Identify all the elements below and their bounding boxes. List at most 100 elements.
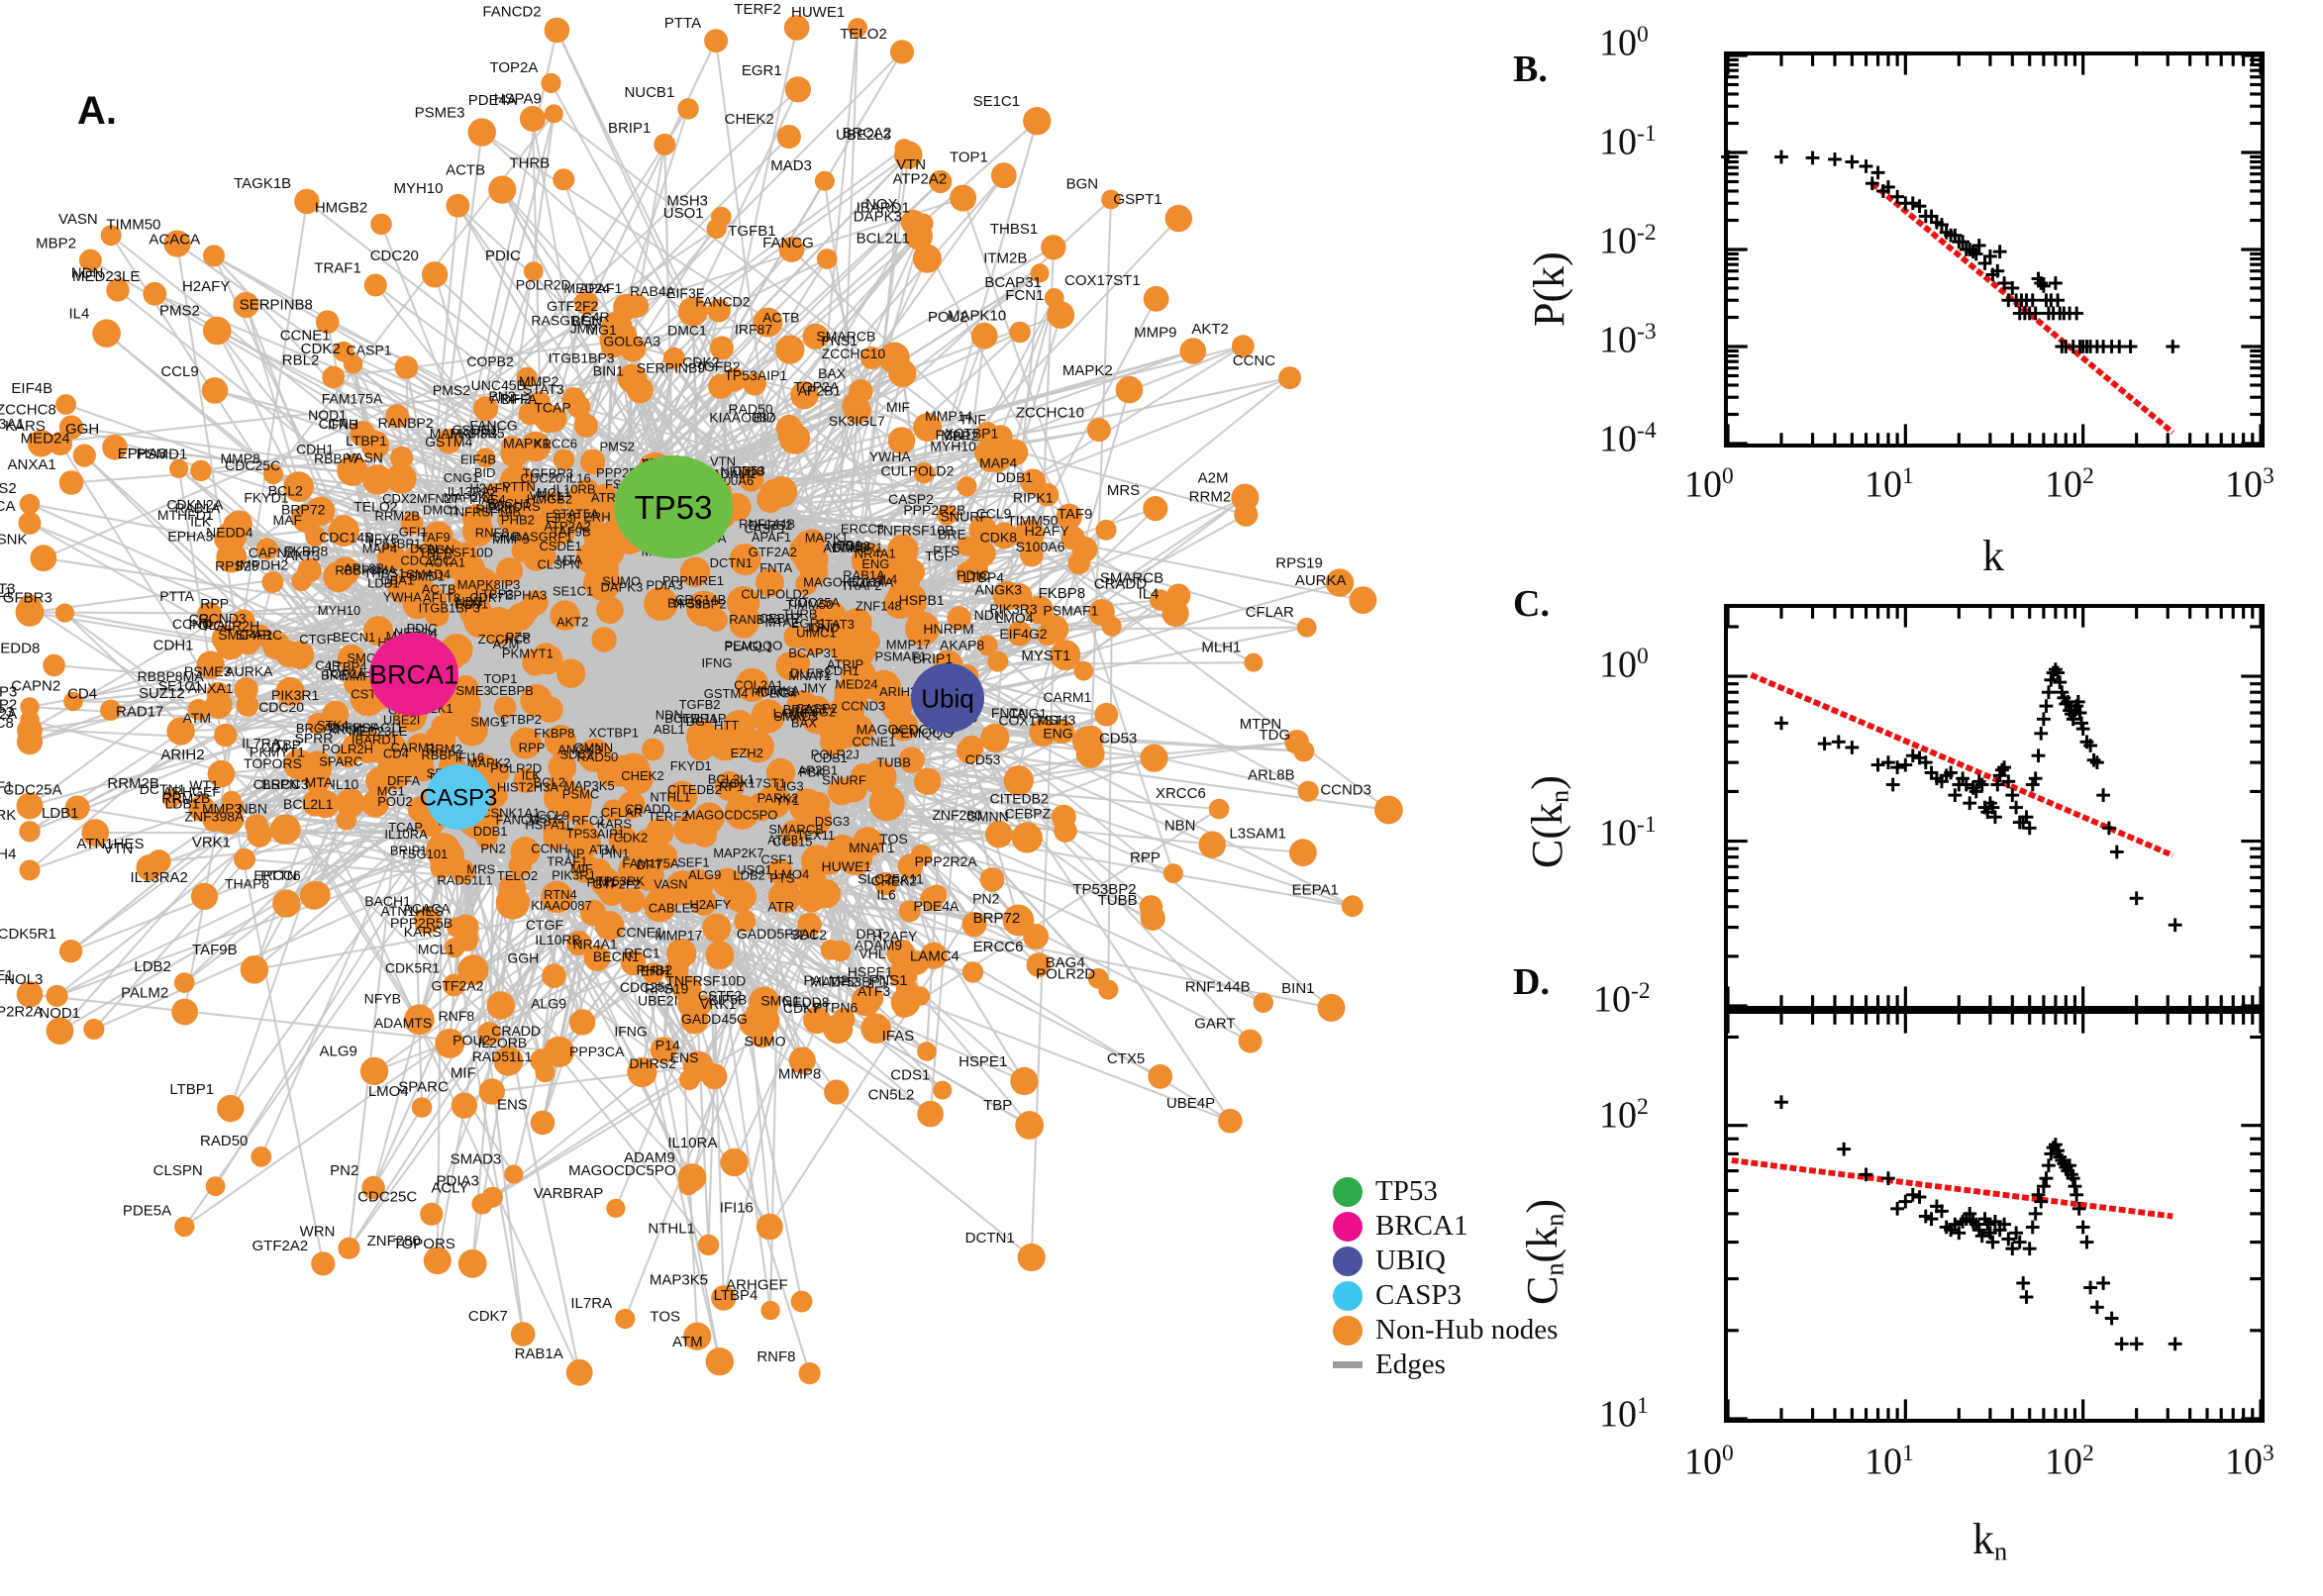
network-node[interactable] [795,572,818,596]
network-node[interactable] [597,759,625,787]
network-node[interactable] [544,17,570,44]
network-node[interactable] [929,169,953,194]
network-node[interactable] [1029,719,1057,747]
network-node[interactable] [573,498,606,531]
network-node[interactable] [524,517,552,545]
network-node[interactable] [19,493,41,515]
network-node[interactable] [510,1322,536,1347]
network-node[interactable] [541,72,561,93]
network-node[interactable] [420,1202,444,1226]
network-node[interactable] [16,792,44,820]
network-node[interactable] [1162,863,1183,884]
network-node[interactable] [739,466,764,492]
network-node[interactable] [708,373,734,399]
network-node[interactable] [337,645,365,673]
network-node[interactable] [363,616,393,647]
network-node[interactable] [92,319,121,349]
network-node[interactable] [729,544,761,576]
network-node[interactable] [1317,993,1346,1022]
network-node[interactable] [798,1362,821,1385]
network-node[interactable] [816,249,838,269]
network-node[interactable] [519,106,546,132]
network-node[interactable] [336,810,356,831]
network-node[interactable] [72,444,96,467]
network-node[interactable] [162,788,182,809]
network-node[interactable] [905,950,930,975]
network-node[interactable] [598,880,625,906]
network-node[interactable] [136,854,162,881]
network-node[interactable] [968,515,997,545]
network-node[interactable] [947,606,971,631]
network-node[interactable] [760,1300,780,1321]
network-node[interactable] [423,1247,452,1275]
network-node[interactable] [790,1290,813,1313]
network-node[interactable] [1095,519,1117,541]
network-node[interactable] [1020,543,1044,567]
network-node[interactable] [544,725,577,757]
network-node[interactable] [644,586,678,621]
network-node[interactable] [626,376,654,404]
network-node[interactable] [572,820,596,844]
network-node[interactable] [898,900,921,923]
network-node[interactable] [701,1063,728,1090]
network-node[interactable] [202,809,225,833]
network-node[interactable] [394,355,419,379]
network-node[interactable] [493,696,517,719]
network-node[interactable] [283,471,314,502]
network-node[interactable] [889,40,915,64]
network-node[interactable] [361,1175,385,1200]
network-node[interactable] [473,396,499,422]
network-node[interactable] [654,133,676,155]
network-node[interactable] [824,1079,850,1105]
network-node[interactable] [756,568,784,597]
network-node[interactable] [714,771,745,801]
network-node[interactable] [516,599,540,623]
network-node[interactable] [1115,375,1144,404]
network-node[interactable] [1088,599,1115,626]
network-node[interactable] [801,628,829,655]
network-node[interactable] [711,206,732,228]
network-node[interactable] [985,820,1013,848]
network-node[interactable] [712,867,743,898]
network-node[interactable] [205,1176,226,1196]
network-node[interactable] [632,858,664,891]
network-node[interactable] [81,819,110,847]
network-node[interactable] [100,699,122,721]
network-node[interactable] [785,690,820,724]
network-node[interactable] [666,938,697,969]
network-node[interactable] [203,245,225,267]
network-node[interactable] [294,188,320,215]
network-node[interactable] [337,454,368,486]
network-node[interactable] [990,522,1018,549]
network-node[interactable] [579,899,607,927]
network-node[interactable] [19,821,41,843]
network-node[interactable] [685,590,722,627]
network-node[interactable] [495,885,531,920]
network-node[interactable] [697,1234,720,1256]
network-node[interactable] [780,820,807,847]
network-node[interactable] [556,658,586,688]
network-node[interactable] [704,29,729,53]
network-node[interactable] [753,307,783,338]
network-node[interactable] [913,413,943,442]
network-node[interactable] [1231,483,1260,512]
network-node[interactable] [380,733,406,757]
network-node[interactable] [534,404,563,434]
network-node[interactable] [790,380,819,410]
network-node[interactable] [1148,1063,1173,1089]
network-node[interactable] [783,625,808,649]
network-node[interactable] [796,864,827,895]
network-node[interactable] [759,479,790,510]
network-node[interactable] [245,814,268,838]
network-node[interactable] [64,795,90,821]
network-node[interactable] [848,18,867,38]
network-node[interactable] [976,635,998,656]
network-node[interactable] [291,752,322,782]
network-node[interactable] [957,476,977,497]
network-node[interactable] [510,727,543,759]
network-node[interactable] [690,889,717,916]
network-node[interactable] [1041,235,1066,260]
network-node[interactable] [513,767,539,794]
network-node[interactable] [643,889,676,923]
network-node[interactable] [338,1237,360,1259]
